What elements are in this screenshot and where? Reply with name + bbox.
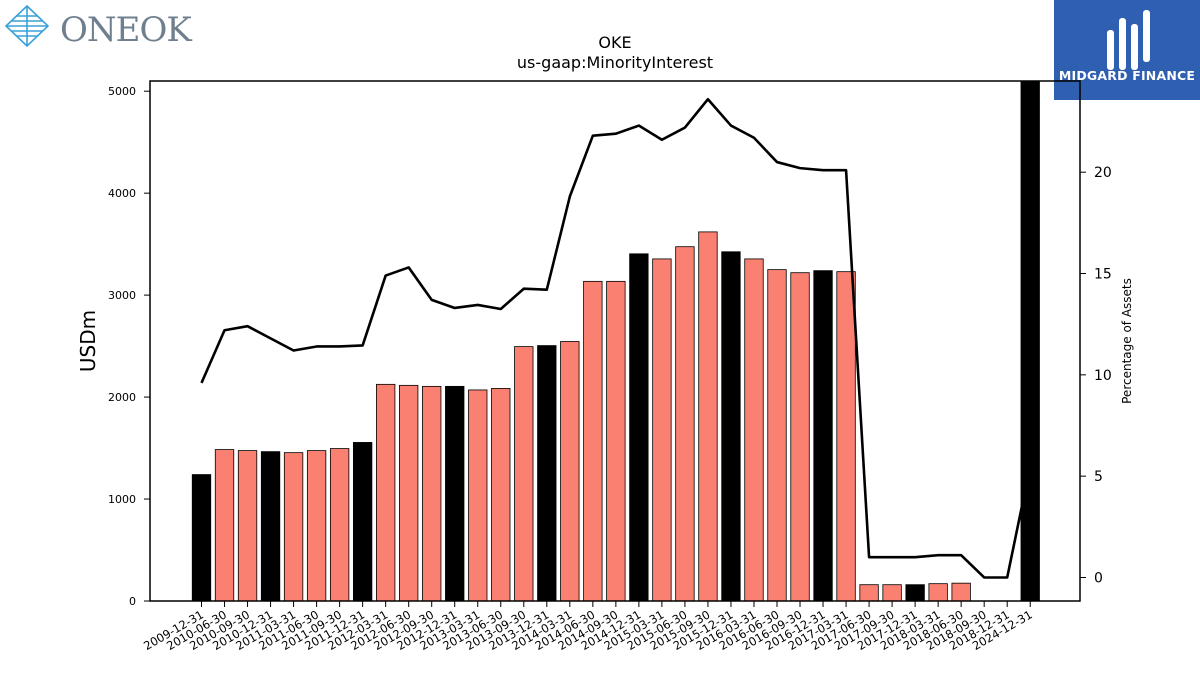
y-tick-label: 3000 [108, 289, 136, 302]
bar [283, 452, 304, 602]
diamond-logo-icon [4, 4, 50, 48]
plot-frame [149, 80, 1081, 602]
y2-axis-label: Percentage of Assets [1120, 278, 1134, 404]
bar [721, 251, 741, 602]
y2-tick-label: 10 [1094, 368, 1112, 384]
bar [905, 584, 925, 602]
percentage-line [200, 97, 1032, 579]
bar [790, 272, 810, 602]
bar [744, 258, 764, 602]
bar [445, 385, 465, 602]
bar [836, 271, 856, 602]
bar [491, 388, 511, 602]
bar [306, 450, 327, 602]
company-logo-text: ONEOK [60, 10, 192, 50]
y2-tick-label: 15 [1094, 267, 1112, 283]
chart-title: OKE [598, 33, 631, 52]
sponsor-mark-icon [1107, 10, 1150, 70]
y2-tick-label: 0 [1094, 570, 1103, 586]
bar [422, 385, 442, 602]
bar [652, 258, 672, 602]
bar [767, 269, 787, 602]
bar [214, 449, 235, 602]
bar [882, 584, 902, 602]
bar [560, 341, 580, 602]
bar [813, 270, 833, 602]
bar [675, 246, 695, 602]
bar [629, 253, 649, 602]
bar [352, 442, 373, 602]
y-tick-label: 2000 [108, 391, 136, 404]
bar [583, 280, 603, 602]
bar [468, 389, 488, 602]
bar [951, 582, 971, 602]
y-tick-label: 5000 [108, 85, 136, 98]
y-tick-label: 1000 [108, 493, 136, 506]
y-tick-label: 4000 [108, 187, 136, 200]
company-logo: ONEOK [4, 4, 192, 50]
bar [260, 451, 281, 602]
bar [1020, 80, 1040, 602]
bar [514, 346, 534, 602]
y2-tick-label: 20 [1094, 165, 1112, 181]
bar [537, 345, 557, 602]
sponsor-logo-text: MIDGARD FINANCE [1058, 68, 1196, 83]
y2-tick-label: 5 [1094, 469, 1103, 485]
bar [191, 474, 212, 602]
bar [237, 450, 258, 602]
bar [399, 384, 419, 602]
chart-subtitle: us-gaap:MinorityInterest [517, 53, 713, 72]
bar [606, 280, 626, 602]
sponsor-logo: MIDGARD FINANCE [1054, 0, 1200, 100]
bar [329, 448, 350, 602]
y-tick-label: 0 [129, 595, 136, 608]
bar [698, 231, 718, 602]
bar [376, 383, 396, 602]
bar [859, 584, 879, 602]
y-axis-label: USDm [76, 310, 100, 372]
bar [928, 583, 948, 602]
